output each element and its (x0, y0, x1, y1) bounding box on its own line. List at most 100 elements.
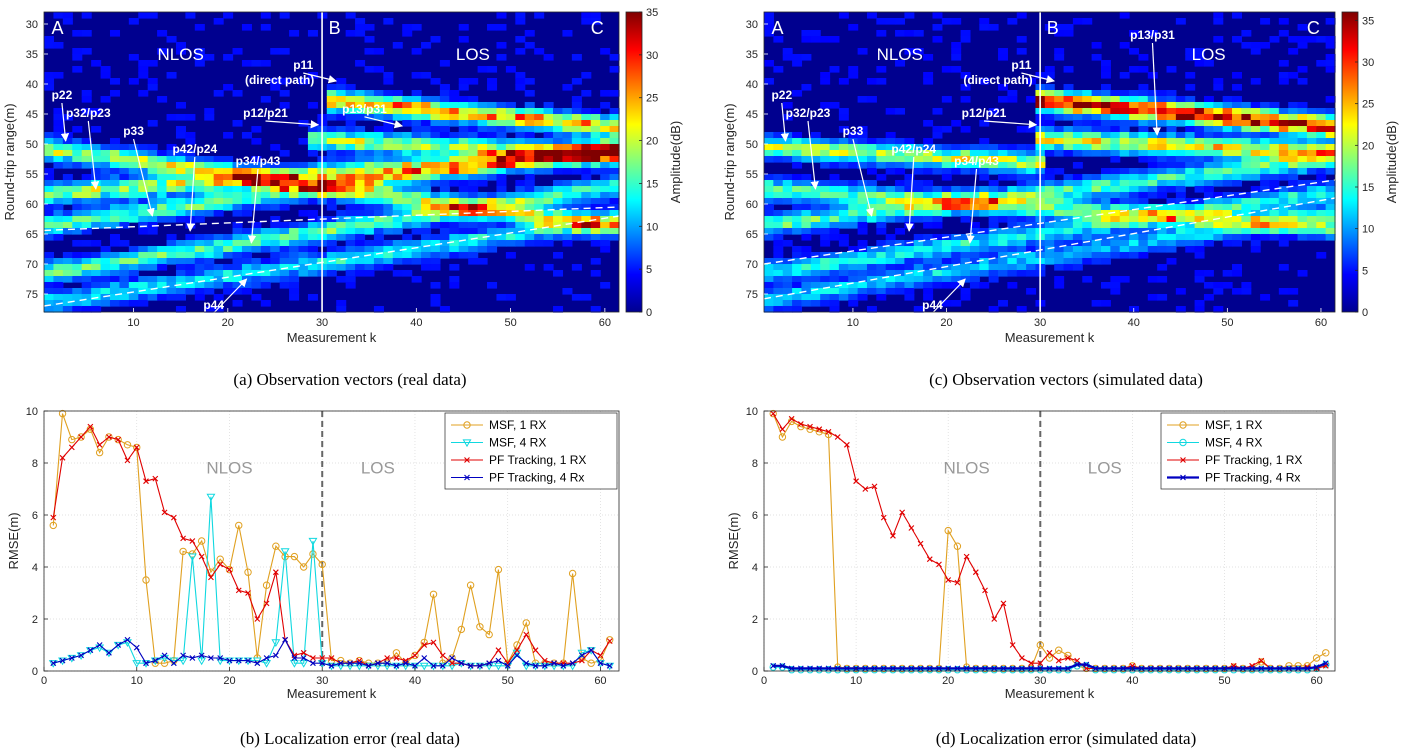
heatmap-cell (1138, 186, 1149, 193)
heatmap-cell (364, 150, 375, 157)
heatmap-cell (885, 204, 896, 211)
region-label: LOS (1192, 45, 1226, 64)
heatmap-cell (829, 294, 840, 301)
heatmap-cell (1222, 174, 1233, 181)
heatmap-cell (1316, 156, 1327, 163)
y-tick-label: 60 (26, 199, 38, 211)
heatmap-cell (373, 66, 384, 73)
heatmap-cell (81, 276, 92, 283)
heatmap-cell (764, 60, 774, 67)
heatmap-cell (913, 180, 924, 187)
data-point (77, 433, 85, 441)
heatmap-cell (458, 102, 469, 109)
heatmap-cell (764, 306, 774, 313)
heatmap-cell (411, 168, 422, 175)
y-tick-label: 6 (752, 510, 758, 522)
heatmap-cell (1260, 294, 1271, 301)
heatmap-cell (477, 180, 488, 187)
heatmap-cell (1222, 132, 1233, 139)
heatmap-cell (251, 258, 262, 265)
heatmap-cell (298, 186, 309, 193)
heatmap-cell (307, 30, 318, 37)
heatmap-cell (782, 138, 793, 145)
heatmap-cell (1166, 96, 1177, 103)
heatmap-cell (895, 18, 906, 25)
heatmap-cell (1129, 114, 1140, 121)
heatmap-cell (1232, 162, 1242, 169)
heatmap-cell (857, 162, 868, 169)
heatmap-cell (609, 126, 620, 133)
heatmap-cell (72, 54, 83, 61)
heatmap-cell (232, 264, 243, 271)
heatmap-cell (223, 246, 234, 253)
heatmap-cell (81, 216, 92, 223)
heatmap-cell (810, 138, 821, 145)
data-point (1239, 666, 1247, 674)
heatmap-cell (345, 120, 356, 127)
heatmap-cell (270, 276, 281, 283)
heatmap-cell (1082, 108, 1093, 115)
heatmap-cell (600, 210, 611, 217)
y-tick-label: 8 (32, 458, 38, 470)
heatmap-cell (1297, 150, 1308, 157)
heatmap-cell (421, 42, 432, 49)
heatmap-cell (1054, 102, 1065, 109)
heatmap-cell (458, 108, 469, 115)
heatmap-cell (53, 126, 64, 133)
heatmap-cell (421, 174, 432, 181)
heatmap-cell (1232, 210, 1242, 217)
heatmap-cell (326, 252, 337, 259)
heatmap-cell (468, 156, 479, 163)
heatmap-cell (241, 228, 252, 235)
heatmap-cell (439, 126, 450, 133)
heatmap-cell (829, 36, 840, 43)
heatmap-cell (430, 216, 441, 223)
heatmap-cell (119, 282, 130, 289)
heatmap-cell (941, 252, 952, 259)
data-point (945, 577, 952, 583)
heatmap-cell (801, 294, 812, 301)
data-point (1091, 666, 1100, 674)
heatmap-cell (820, 282, 831, 289)
heatmap-cell (1091, 102, 1102, 109)
heatmap-cell (477, 174, 488, 181)
data-point (788, 415, 795, 422)
data-point (824, 666, 833, 674)
heatmap-cell (185, 180, 196, 187)
heatmap-cell (1063, 84, 1074, 91)
heatmap-cell (373, 222, 384, 229)
heatmap-cell (913, 306, 924, 313)
data-point (272, 542, 280, 550)
heatmap-cell (421, 108, 432, 115)
heatmap-cell (138, 198, 149, 205)
data-point (421, 655, 428, 661)
heatmap-cell (505, 150, 516, 157)
heatmap-cell (1044, 144, 1055, 151)
heatmap-cell (345, 186, 356, 193)
heatmap-cell (1241, 144, 1252, 151)
heatmap-cell (1316, 60, 1327, 67)
heatmap-cell (468, 96, 479, 103)
heatmap-cell (175, 246, 186, 253)
heatmap-cell (307, 246, 318, 253)
y-tick-label: 65 (26, 229, 38, 241)
heatmap-cell (895, 252, 906, 259)
heatmap-cell (138, 288, 149, 295)
heatmap-cell (590, 18, 601, 25)
heatmap-cell (138, 168, 149, 175)
heatmap-cell (838, 78, 849, 85)
heatmap-cell (515, 186, 526, 193)
heatmap-cell (439, 252, 450, 259)
heatmap-cell (166, 192, 177, 199)
heatmap-cell (204, 174, 215, 181)
heatmap-cell (941, 144, 952, 151)
heatmap-cell (524, 180, 535, 187)
heatmap-cell (590, 234, 601, 241)
heatmap-cell (411, 48, 422, 55)
heatmap-cell (885, 162, 896, 169)
heatmap-cell (571, 198, 582, 205)
heatmap-cell (562, 120, 573, 127)
heatmap-cell (571, 294, 582, 301)
heatmap-cell (1157, 192, 1168, 199)
heatmap-cell (1288, 72, 1299, 79)
